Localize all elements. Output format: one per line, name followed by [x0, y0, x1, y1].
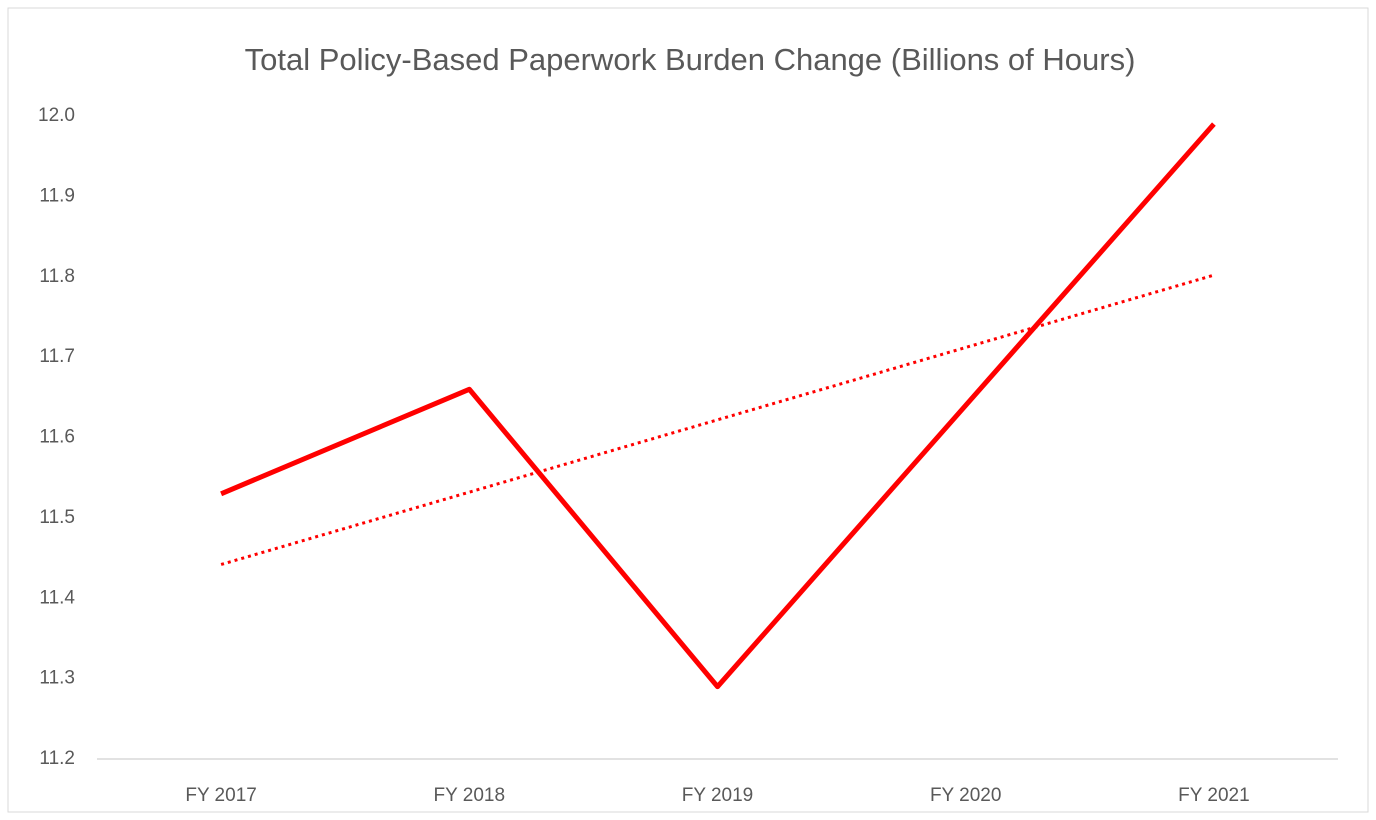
- y-tick-label: 11.8: [39, 266, 75, 287]
- y-tick-label: 11.7: [39, 346, 75, 367]
- data-line: [220, 122, 1216, 690]
- x-tick-label: FY 2019: [682, 785, 753, 806]
- chart-frame: [7, 7, 1369, 813]
- y-tick-label: 12.0: [38, 105, 75, 126]
- y-tick-label: 11.3: [39, 668, 75, 689]
- chart-title: Total Policy-Based Paperwork Burden Chan…: [245, 42, 1136, 77]
- y-tick-label: 11.6: [39, 427, 75, 448]
- y-tick-label: 11.4: [39, 587, 75, 608]
- x-tick-label: FY 2020: [930, 785, 1001, 806]
- x-tick-label: FY 2017: [185, 785, 256, 806]
- y-tick-label: 11.5: [39, 507, 75, 528]
- x-tick-label: FY 2018: [434, 785, 505, 806]
- y-tick-label: 11.9: [39, 185, 75, 206]
- trendline: [220, 273, 1215, 566]
- y-tick-label: 11.2: [39, 748, 75, 769]
- x-tick-label: FY 2021: [1178, 785, 1249, 806]
